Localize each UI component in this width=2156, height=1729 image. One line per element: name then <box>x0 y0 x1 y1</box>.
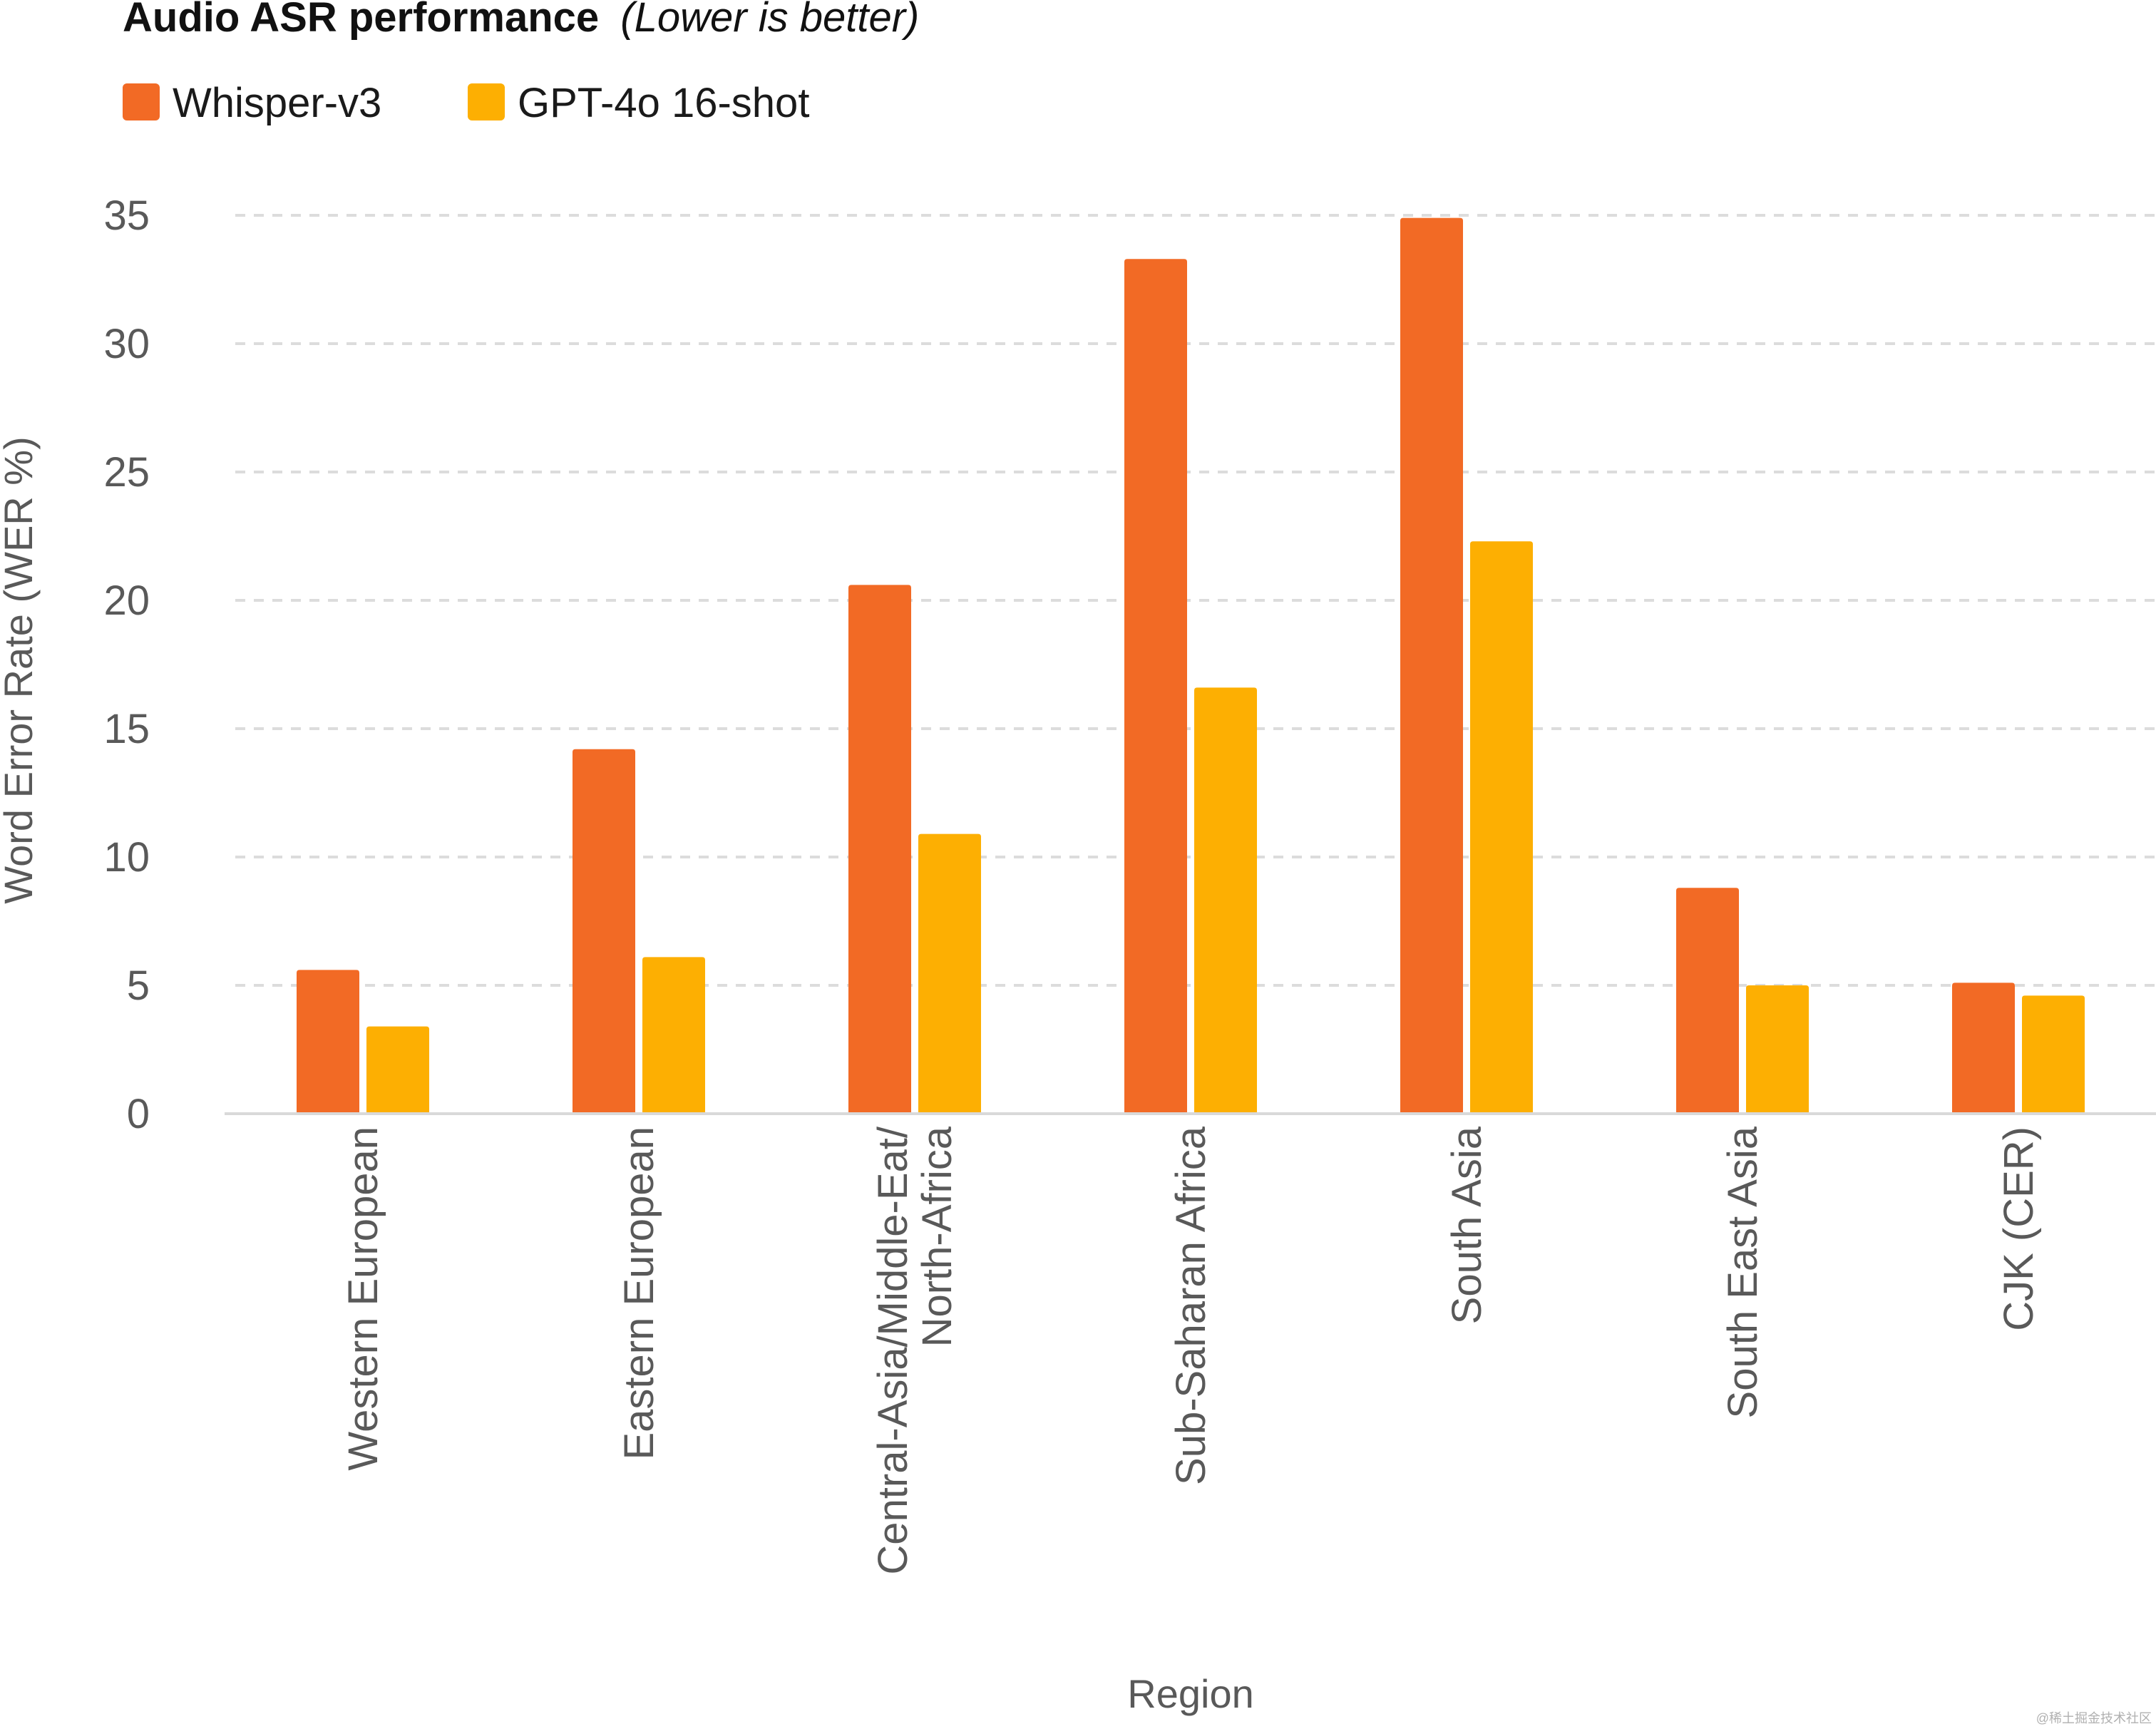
bar-whisper <box>1676 888 1739 1114</box>
legend-swatch-gpt4o <box>468 83 505 120</box>
bar-whisper <box>848 585 911 1114</box>
x-category-label: Western European <box>340 1127 386 1471</box>
bar-gpt4o <box>1746 985 1809 1114</box>
bar-whisper <box>573 749 635 1114</box>
bar-whisper <box>1124 259 1187 1114</box>
x-category-label: CJK (CER) <box>1996 1127 2042 1331</box>
bar-gpt4o <box>1470 541 1533 1114</box>
x-axis-categories: Western European Eastern European Central-… <box>340 1126 2042 1574</box>
bar-whisper <box>1400 217 1463 1114</box>
gridlines <box>235 214 2156 987</box>
x-category-label: South East Asia <box>1720 1126 1766 1418</box>
watermark-text: @稀土掘金技术社区 <box>2036 1711 2152 1725</box>
bar-gpt4o <box>366 1026 429 1114</box>
y-tick-label: 20 <box>103 578 150 624</box>
bar-gpt4o <box>1194 687 1257 1114</box>
y-tick-label: 10 <box>103 834 150 881</box>
y-tick-label: 5 <box>127 963 150 1009</box>
y-tick-label: 15 <box>103 706 150 752</box>
y-tick-label: 35 <box>103 193 150 239</box>
x-category-label: Eastern European <box>616 1127 662 1460</box>
chart-title-main: Audio ASR performance <box>123 0 599 41</box>
x-category-label: Central-Asia/Middle-Eat/North-Africa <box>870 1126 960 1574</box>
bar-whisper <box>1952 982 2015 1114</box>
y-tick-label: 0 <box>127 1091 150 1137</box>
x-category-label: Sub-Saharan Africa <box>1168 1126 1214 1485</box>
legend: Whisper-v3 GPT-4o 16-shot <box>123 80 809 126</box>
y-tick-label: 30 <box>103 321 150 367</box>
bar-gpt4o <box>918 833 981 1114</box>
bars <box>297 217 2085 1114</box>
y-tick-label: 25 <box>103 449 150 496</box>
legend-swatch-whisper <box>123 83 160 120</box>
bar-gpt4o <box>2022 995 2085 1114</box>
y-axis-label: Word Error Rate (WER %) <box>0 436 41 903</box>
x-category-label: South Asia <box>1444 1126 1490 1324</box>
chart-title-note: (Lower is better) <box>620 0 919 41</box>
x-axis-label: Region <box>1127 1671 1253 1716</box>
legend-label-whisper: Whisper-v3 <box>173 80 381 126</box>
bar-whisper <box>297 970 359 1114</box>
y-axis-ticks: 0 5 10 15 20 25 30 35 <box>103 193 150 1137</box>
chart-title: Audio ASR performance (Lower is better) <box>123 0 919 41</box>
legend-label-gpt4o: GPT-4o 16-shot <box>518 80 809 126</box>
bar-gpt4o <box>642 957 705 1114</box>
